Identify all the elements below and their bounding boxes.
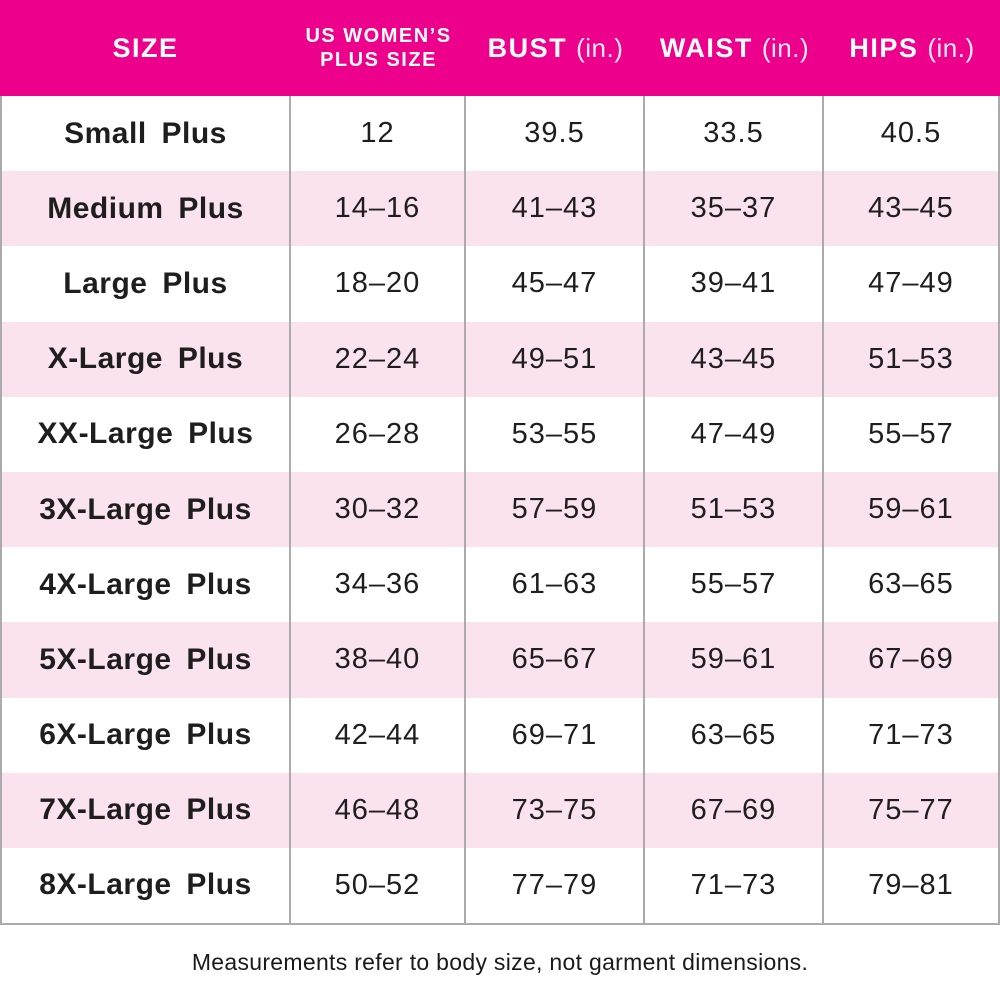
waist-cell: 67–69 <box>645 772 824 848</box>
hips-cell: 55–57 <box>868 417 954 450</box>
footnote-text: Measurements refer to body size, not gar… <box>191 949 809 975</box>
bust-cell: 57–59 <box>466 471 645 548</box>
bust-cell: 73–75 <box>466 772 645 848</box>
plus-size-cell: 26–28 <box>291 396 466 472</box>
table-row: Small Plus 12 39.5 33.5 40.5 <box>2 96 998 172</box>
hips-cell: 63–65 <box>868 568 954 601</box>
waist-cell: 33.5 <box>645 96 824 172</box>
table-row: 4X-Large Plus 34–36 61–63 55–57 63–65 <box>2 547 998 623</box>
header-size-label: SIZE <box>112 32 179 63</box>
table-row: Large Plus 18–20 45–47 39–41 47–49 <box>2 246 998 322</box>
hips-cell: 40.5 <box>880 117 942 150</box>
size-cell: 4X-Large Plus <box>2 547 291 623</box>
plus-size-cell: 30–32 <box>291 471 466 548</box>
bust-cell: 77–79 <box>466 847 645 924</box>
waist-cell: 55–57 <box>645 547 824 623</box>
header-hips-label: HIPS <box>849 32 919 63</box>
bust-cell: 45–47 <box>466 246 645 322</box>
size-cell: Large Plus <box>2 246 291 322</box>
hips-cell: 71–73 <box>868 718 954 751</box>
waist-cell: 43–45 <box>645 321 824 397</box>
hips-cell: 51–53 <box>868 342 954 375</box>
table-row: XX-Large Plus 26–28 53–55 47–49 55–57 <box>2 396 998 472</box>
plus-size-cell: 50–52 <box>291 847 466 924</box>
header-bust: BUST (in.) <box>466 0 645 96</box>
bust-cell: 41–43 <box>466 171 645 247</box>
waist-cell: 47–49 <box>645 396 824 472</box>
bust-cell: 69–71 <box>466 697 645 773</box>
header-bust-unit: (in.) <box>576 32 624 63</box>
plus-size-cell: 14–16 <box>291 171 466 247</box>
header-us-womens-plus-size: US WOMEN’S PLUS SIZE <box>291 0 466 96</box>
size-cell: 8X-Large Plus <box>2 847 291 924</box>
header-size: SIZE <box>0 0 291 96</box>
size-cell: Medium Plus <box>2 171 291 247</box>
header-us-womens-plus-size-label: US WOMEN’S PLUS SIZE <box>305 25 452 71</box>
waist-cell: 63–65 <box>645 697 824 773</box>
bust-cell: 39.5 <box>466 96 645 172</box>
hips-cell: 47–49 <box>868 267 954 300</box>
table-row: X-Large Plus 22–24 49–51 43–45 51–53 <box>2 321 998 397</box>
header-hips-unit: (in.) <box>927 32 975 63</box>
header-hips: HIPS (in.) <box>824 0 1000 96</box>
size-cell: X-Large Plus <box>2 321 291 397</box>
waist-cell: 51–53 <box>645 471 824 548</box>
header-waist: WAIST (in.) <box>645 0 824 96</box>
size-cell: 6X-Large Plus <box>2 697 291 773</box>
hips-cell: 79–81 <box>868 868 954 901</box>
waist-cell: 59–61 <box>645 622 824 698</box>
size-cell: XX-Large Plus <box>2 396 291 472</box>
hips-cell: 75–77 <box>868 793 954 826</box>
plus-size-cell: 46–48 <box>291 772 466 848</box>
plus-size-cell: 42–44 <box>291 697 466 773</box>
header-waist-unit: (in.) <box>761 32 810 63</box>
size-cell: Small Plus <box>2 96 291 172</box>
hips-cell: 59–61 <box>868 493 954 526</box>
plus-size-cell: 22–24 <box>291 321 466 397</box>
plus-size-cell: 18–20 <box>291 246 466 322</box>
table-row: 5X-Large Plus 38–40 65–67 59–61 67–69 <box>2 622 998 698</box>
size-cell: 7X-Large Plus <box>2 772 291 848</box>
bust-cell: 53–55 <box>466 396 645 472</box>
waist-cell: 39–41 <box>645 246 824 322</box>
header-bust-label: BUST <box>487 32 568 63</box>
table-row: 7X-Large Plus 46–48 73–75 67–69 75–77 <box>2 772 998 848</box>
plus-size-cell: 12 <box>291 96 466 172</box>
bust-cell: 61–63 <box>466 547 645 623</box>
waist-cell: 35–37 <box>645 171 824 247</box>
table-row: 8X-Large Plus 50–52 77–79 71–73 79–81 <box>2 847 998 924</box>
header-waist-label: WAIST <box>659 32 753 63</box>
hips-cell: 67–69 <box>868 643 954 676</box>
bust-cell: 65–67 <box>466 622 645 698</box>
plus-size-cell: 34–36 <box>291 547 466 623</box>
size-cell: 5X-Large Plus <box>2 622 291 698</box>
hips-cell: 43–45 <box>868 192 954 225</box>
table-row: 3X-Large Plus 30–32 57–59 51–53 59–61 <box>2 471 998 548</box>
table-body: Small Plus 12 39.5 33.5 40.5 Medium Plus… <box>0 96 1000 925</box>
size-cell: 3X-Large Plus <box>2 471 291 548</box>
table-row: 6X-Large Plus 42–44 69–71 63–65 71–73 <box>2 697 998 773</box>
table-row: Medium Plus 14–16 41–43 35–37 43–45 <box>2 171 998 247</box>
plus-size-cell: 38–40 <box>291 622 466 698</box>
bust-cell: 49–51 <box>466 321 645 397</box>
waist-cell: 71–73 <box>645 847 824 924</box>
table-header-row: SIZE US WOMEN’S PLUS SIZE BUST (in.) WAI… <box>0 0 1000 96</box>
